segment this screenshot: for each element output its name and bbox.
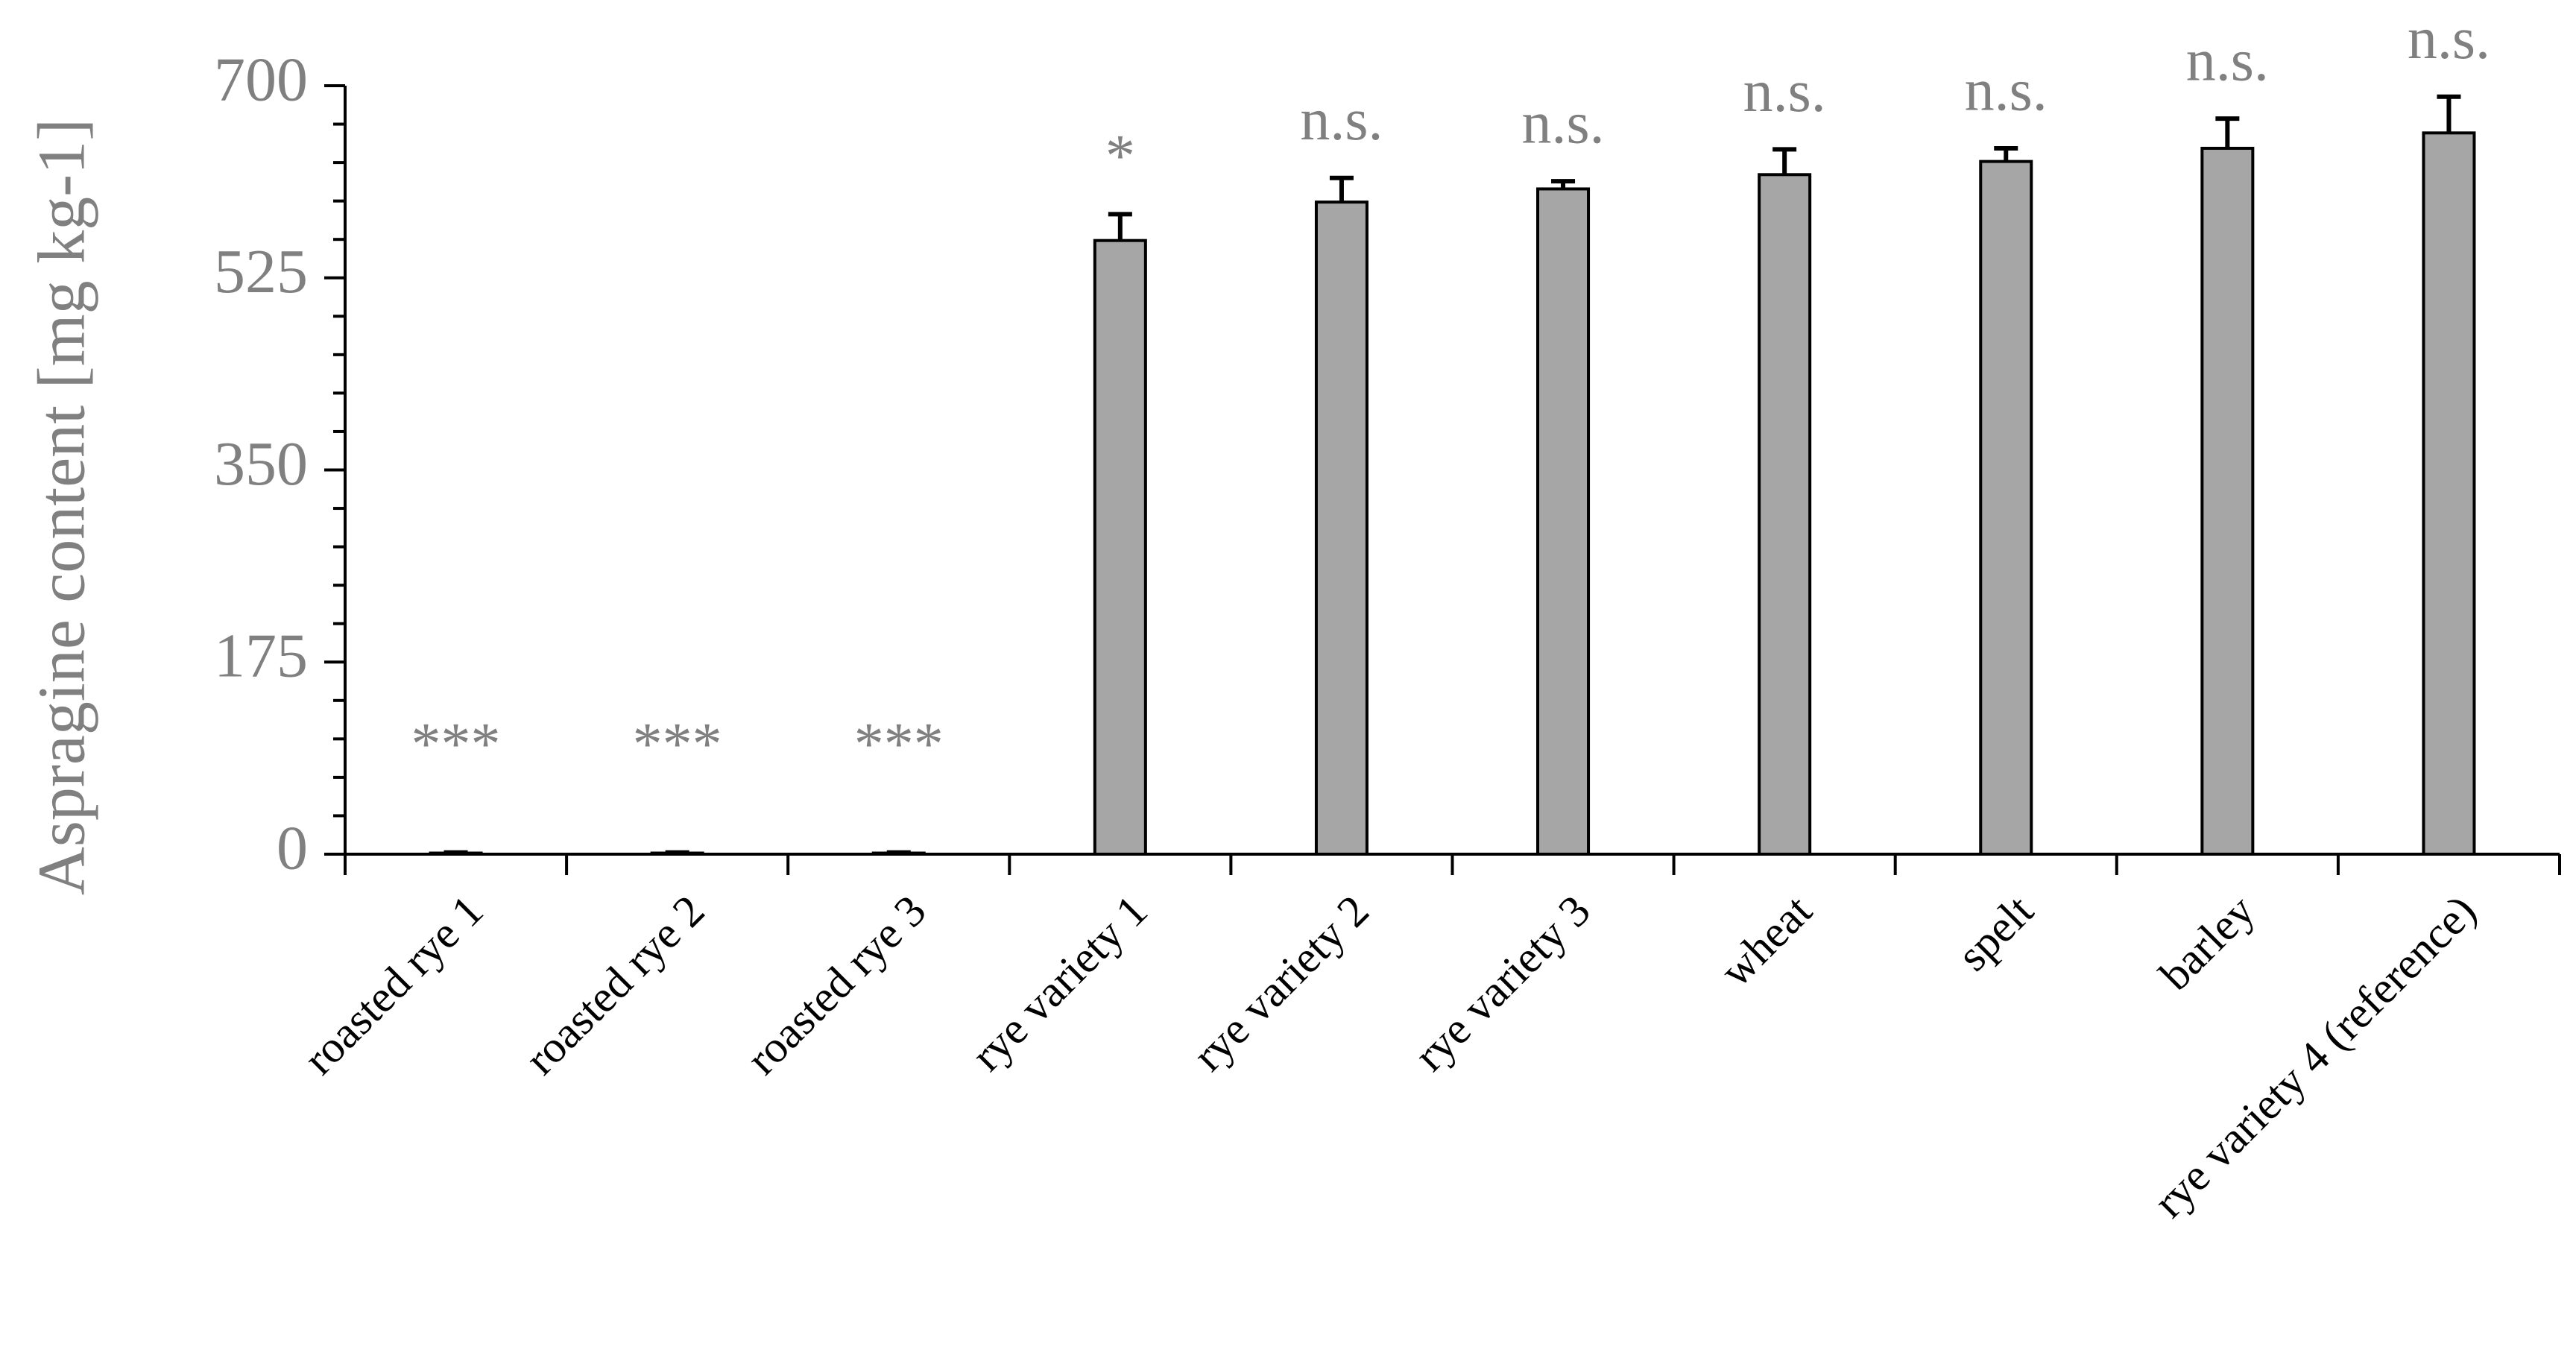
bar (1314, 201, 1368, 856)
x-tick-label: wheat (1711, 885, 1821, 996)
x-tick-label: roasted rye 2 (516, 885, 714, 1084)
y-tick-label: 350 (214, 429, 308, 499)
significance-label: n.s. (2186, 28, 2269, 94)
x-tick-label: rye variety 3 (1405, 885, 1600, 1080)
significance-label: n.s. (1300, 87, 1383, 153)
significance-label: *** (633, 711, 722, 777)
y-tick-label: 175 (214, 622, 308, 691)
bar (1093, 239, 1147, 856)
x-tick-label: roasted rye 3 (737, 885, 935, 1084)
bar (1758, 173, 1812, 856)
significance-label: n.s. (1743, 59, 1826, 124)
significance-label: n.s. (1521, 90, 1604, 156)
bar (2422, 131, 2476, 856)
significance-label: n.s. (1965, 57, 2048, 123)
significance-label: *** (411, 711, 501, 777)
significance-label: * (1105, 124, 1135, 189)
significance-label: *** (854, 711, 944, 777)
bar (1536, 187, 1591, 856)
x-tick-label: barley (2150, 885, 2264, 1000)
y-axis-title: Aspragine content [mg kg-1] (25, 119, 99, 895)
bar (1979, 160, 2033, 856)
x-tick-label: rye variety 1 (962, 885, 1157, 1080)
x-tick-label: rye variety 2 (1184, 885, 1378, 1080)
y-tick-label: 700 (214, 45, 308, 114)
bar (2200, 146, 2255, 856)
significance-label: n.s. (2408, 6, 2490, 72)
x-tick-label: roasted rye 1 (294, 885, 493, 1084)
x-tick-label: spelt (1948, 885, 2042, 980)
y-tick-label: 525 (214, 237, 308, 306)
y-tick-label: 0 (277, 813, 308, 883)
